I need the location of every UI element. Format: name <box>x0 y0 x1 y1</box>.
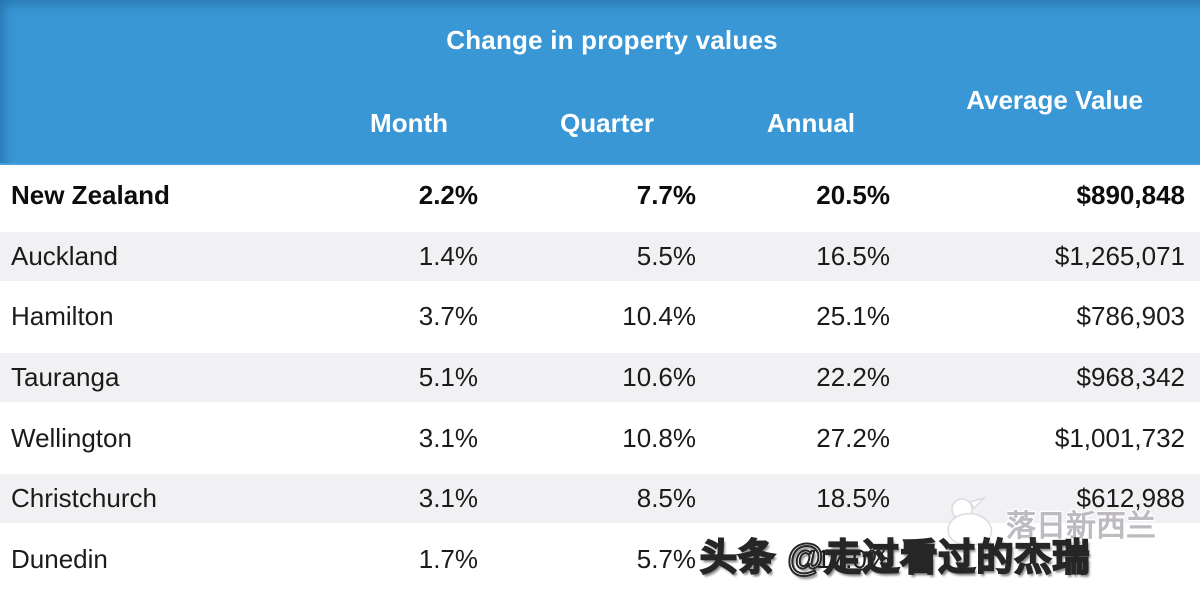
table-row-hamilton: Hamilton 3.7% 10.4% 25.1% $786,903 <box>0 286 1200 348</box>
month-value: 5.1% <box>418 361 478 392</box>
table-row-christchurch: Christchurch 3.1% 8.5% 18.5% $612,988 <box>0 468 1200 530</box>
annual-value: 20.5% <box>816 179 890 210</box>
table-header-band: Change in property values Month Quarter … <box>0 0 1200 165</box>
quarter-value: 10.4% <box>622 301 696 332</box>
table-title: Change in property values <box>446 25 778 55</box>
annual-value: 27.2% <box>816 422 890 453</box>
average-value: $1,265,071 <box>1054 240 1185 271</box>
quarter-value: 10.6% <box>622 361 696 392</box>
publisher-badge-watermark: 落日新西兰 <box>1006 510 1156 543</box>
row-name: Hamilton <box>11 301 114 332</box>
average-value: $612,988 <box>1076 483 1185 514</box>
column-header-average-value: Average Value <box>966 85 1143 115</box>
annual-value: 22.2% <box>816 361 890 392</box>
month-value: 1.7% <box>418 543 478 574</box>
annual-value: 18.5% <box>816 483 890 514</box>
month-value: 3.1% <box>418 483 478 514</box>
column-header-spacer <box>0 108 230 139</box>
row-name: New Zealand <box>11 179 170 210</box>
column-header-month: Month <box>370 108 448 138</box>
quarter-value: 10.8% <box>622 422 696 453</box>
row-name: Dunedin <box>11 543 108 574</box>
quarter-value: 5.7% <box>636 543 696 574</box>
table-row-dunedin: Dunedin 1.7% 5.7% 17.0% <box>0 529 1200 590</box>
annual-value: 17.0% <box>816 543 890 574</box>
column-header-quarter: Quarter <box>560 108 654 138</box>
average-value: $968,342 <box>1076 361 1185 392</box>
row-name: Auckland <box>11 240 118 271</box>
credit-watermark: 头条 @走过看过的杰瑞 <box>699 536 1091 579</box>
column-header-annual: Annual <box>766 108 855 138</box>
table-body: New Zealand 2.2% 7.7% 20.5% $890,848 Auc… <box>0 165 1200 590</box>
row-name: Tauranga <box>11 361 120 392</box>
month-value: 2.2% <box>418 179 478 210</box>
month-value: 1.4% <box>418 240 478 271</box>
month-value: 3.1% <box>418 422 478 453</box>
column-header-row: Month Quarter Annual Average Value <box>0 85 1200 163</box>
kiwi-bird-logo-icon <box>936 496 1008 555</box>
row-name: Wellington <box>11 422 132 453</box>
annual-value: 25.1% <box>816 301 890 332</box>
table-row-tauranga: Tauranga 5.1% 10.6% 22.2% $968,342 <box>0 347 1200 408</box>
row-name: Christchurch <box>11 483 157 514</box>
table-row-auckland: Auckland 1.4% 5.5% 16.5% $1,265,071 <box>0 225 1200 287</box>
table-row-wellington: Wellington 3.1% 10.8% 27.2% $1,001,732 <box>0 407 1200 469</box>
table-row-new-zealand: New Zealand 2.2% 7.7% 20.5% $890,848 <box>0 165 1200 226</box>
month-value: 3.7% <box>418 301 478 332</box>
average-value: $890,848 <box>1076 179 1185 210</box>
annual-value: 16.5% <box>816 240 890 271</box>
quarter-value: 8.5% <box>636 483 696 514</box>
quarter-value: 7.7% <box>636 179 696 210</box>
average-value: $1,001,732 <box>1054 422 1185 453</box>
average-value: $786,903 <box>1076 301 1185 332</box>
quarter-value: 5.5% <box>636 240 696 271</box>
